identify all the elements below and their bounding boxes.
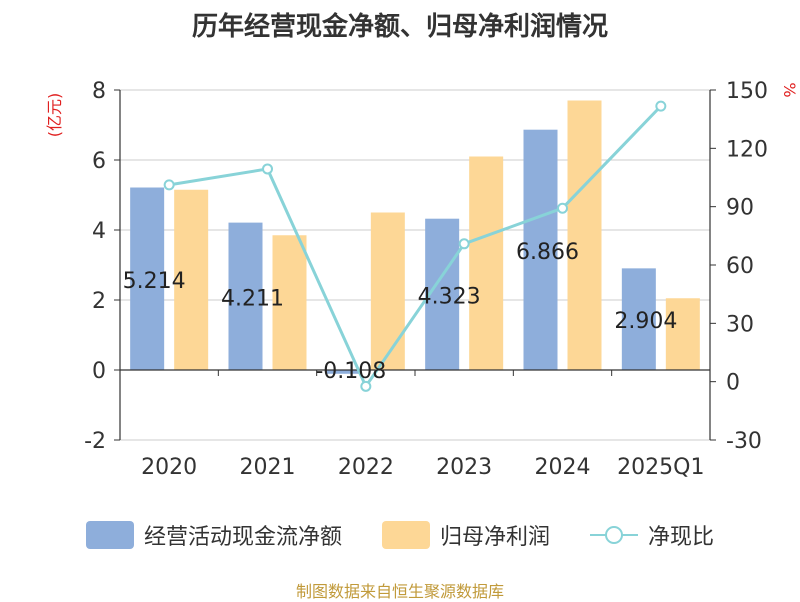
bar-profit: [272, 235, 307, 370]
bar-cashflow: [523, 129, 558, 370]
bars: [130, 100, 700, 374]
y-right-tick-label: 150: [726, 79, 768, 104]
bar-profit: [174, 189, 209, 370]
legend-item-profit[interactable]: 归母净利润: [381, 519, 550, 551]
x-tick-label: 2022: [338, 455, 394, 480]
data-labels: 5.214 4.211 -0.108 4.323 6.866 2.904: [123, 240, 678, 384]
legend-label: 经营活动现金流净额: [143, 525, 342, 550]
y-left-tick-label: 4: [92, 219, 106, 244]
x-tick-label: 2020: [141, 455, 197, 480]
legend-line-marker-icon: [590, 521, 638, 549]
ratio-line-path: [168, 105, 662, 390]
y-left-tick-label: 0: [92, 359, 106, 384]
bar-profit: [665, 298, 700, 370]
y-right-tick-label: 60: [726, 254, 754, 279]
bar-profit: [567, 100, 602, 370]
chart-title: 历年经营现金净额、归母净利润情况: [191, 12, 608, 42]
ratio-point: [163, 179, 175, 191]
ratio-point: [458, 238, 470, 250]
legend-label: 归母净利润: [439, 525, 550, 550]
bar-cashflow: [130, 187, 165, 370]
bar-cashflow: [621, 268, 656, 370]
y-left-tick-label: 6: [92, 149, 106, 174]
data-label: -0.108: [315, 359, 386, 384]
bar-cashflow: [326, 370, 361, 374]
data-label: 6.866: [516, 240, 579, 265]
x-tick-label: 2021: [240, 455, 296, 480]
data-label: 4.211: [221, 286, 284, 311]
legend: 经营活动现金流净额 归母净利润 净现比: [0, 517, 800, 553]
x-tick-label: 2024: [535, 455, 591, 480]
y-axis-left-title: (亿元): [45, 93, 64, 138]
y-axis-right-title: %: [780, 82, 799, 97]
y-left-tick-label: 2: [92, 289, 106, 314]
legend-label: 净现比: [648, 525, 715, 550]
legend-swatch-orange-icon: [381, 521, 430, 549]
source-note: 制图数据来自恒生聚源数据库: [295, 582, 504, 601]
ratio-point: [557, 202, 568, 214]
y-left-tick-label: 8: [92, 79, 106, 104]
y-right-tick-label: 0: [726, 371, 740, 396]
bar-profit: [469, 156, 504, 370]
grid-lines: [120, 89, 710, 441]
bar-cashflow: [228, 222, 263, 370]
legend-item-cashflow[interactable]: 经营活动现金流净额: [85, 519, 342, 551]
ratio-point: [655, 100, 667, 112]
axes: -2 0 2 4 6 8 -30 0 30 60 90 120 150 2020 2021 2022 2023 2…: [84, 79, 768, 480]
data-label: 4.323: [418, 284, 481, 309]
ratio-point: [360, 380, 372, 392]
x-tick-label: 2025Q1: [617, 455, 704, 480]
legend-item-ratio[interactable]: 净现比: [590, 519, 714, 551]
y-right-tick-label: 90: [726, 196, 754, 221]
bar-profit: [370, 212, 405, 370]
y-right-tick-label: 120: [726, 137, 768, 162]
y-right-tick-label: -30: [726, 429, 762, 454]
ratio-line: [163, 100, 667, 392]
legend-swatch-blue-icon: [85, 521, 134, 549]
ratio-point: [262, 163, 273, 175]
data-label: 2.904: [614, 309, 677, 334]
y-right-tick-label: 30: [726, 312, 754, 337]
x-tick-label: 2023: [436, 455, 492, 480]
data-label: 5.214: [123, 269, 186, 294]
y-left-tick-label: -2: [84, 429, 106, 454]
